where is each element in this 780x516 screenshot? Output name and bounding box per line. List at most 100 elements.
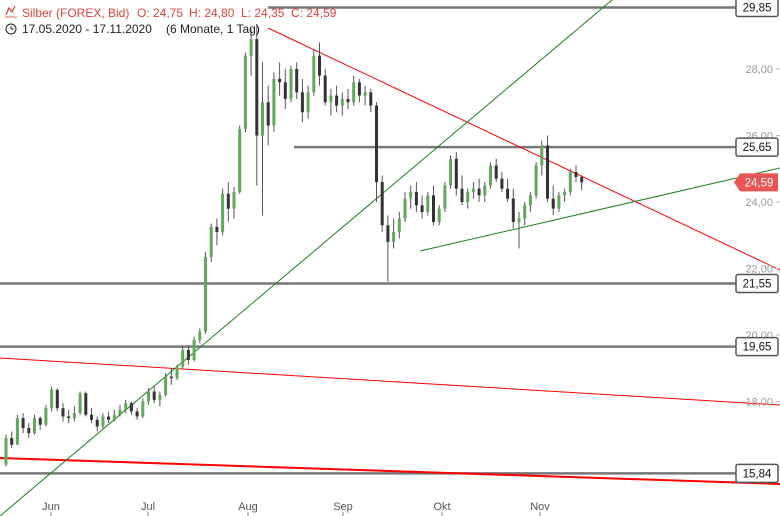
candle-body: [152, 391, 156, 400]
candle-body: [169, 376, 173, 379]
candle-body: [432, 195, 435, 222]
candle-body: [340, 98, 344, 106]
resistance-trendline: [267, 27, 780, 271]
horizontal-levels: [0, 6, 736, 475]
level-labels: 29,85 25,65 21,55 19,65 15,84 24,59: [734, 0, 779, 484]
candle-body: [375, 105, 378, 183]
candle-body: [181, 349, 185, 367]
candle-body: [135, 411, 139, 417]
support-trendline-steep: [0, 0, 613, 516]
candle-body: [175, 366, 179, 379]
candle-body: [563, 192, 567, 196]
x-tick-label: Aug: [238, 501, 258, 513]
candle-body: [352, 82, 356, 103]
candle-body: [357, 82, 361, 96]
candle-body: [112, 414, 116, 420]
candle-body: [283, 82, 287, 99]
candle-body: [289, 69, 293, 99]
candle-body: [323, 75, 327, 103]
candle-body: [380, 182, 384, 226]
x-tick-label: Okt: [433, 501, 450, 513]
period-interval: (6 Monate, 1 Tag): [166, 22, 260, 36]
y-tick-label: 24,00: [745, 197, 773, 209]
candle-body: [243, 55, 247, 129]
resistance-trendline-lower: [0, 457, 780, 485]
level-label-box: [735, 0, 779, 18]
candle-body: [90, 414, 93, 420]
candle-body: [460, 188, 464, 202]
candle-body: [506, 188, 510, 199]
chart-header: Silber (FOREX, Bid) O: 24,75 H: 24,80 L:…: [5, 5, 337, 36]
candle-body: [511, 198, 515, 222]
candle-body: [443, 185, 447, 209]
candle-body: [494, 165, 498, 179]
candle-body: [346, 98, 350, 103]
candle-body: [534, 165, 538, 196]
candlestick-series: [4, 24, 584, 467]
candle-body: [471, 188, 475, 193]
x-tick-label: Nov: [530, 501, 550, 513]
candle-body: [33, 418, 36, 434]
candle-body: [27, 428, 31, 434]
candle-body: [528, 195, 532, 206]
level-label: 25,65: [743, 142, 772, 154]
candle-body: [295, 69, 299, 93]
candle-body: [409, 192, 413, 199]
level-label: 29,85: [743, 2, 772, 14]
candle-body: [198, 331, 202, 340]
ohlc-open: O: 24,75: [137, 6, 183, 20]
level-label-box: [735, 336, 779, 357]
candle-body: [78, 393, 82, 414]
candle-body: [4, 438, 8, 465]
candle-body: [186, 349, 190, 360]
line-chart-icon: [5, 5, 17, 18]
candle-body: [238, 128, 242, 193]
candle-body: [392, 231, 396, 242]
ohlc-low: L: 24,35: [241, 6, 285, 20]
candle-body: [266, 102, 270, 126]
candle-body: [272, 78, 276, 126]
candle-body: [101, 416, 105, 427]
candle-body: [312, 55, 316, 93]
level-label: 21,55: [743, 278, 772, 290]
candle-body: [215, 226, 219, 232]
candle-body: [232, 192, 236, 209]
candle-body: [420, 205, 424, 212]
candle-body: [10, 438, 14, 445]
candle-body: [15, 418, 19, 445]
candle-body: [403, 198, 407, 219]
x-tick-label: Jun: [42, 501, 60, 513]
candle-body: [329, 95, 333, 103]
candle-body: [72, 413, 76, 419]
candle-body: [300, 92, 304, 113]
candle-body: [557, 195, 561, 209]
candle-body: [449, 158, 453, 186]
level-label-box: [735, 137, 779, 157]
candle-body: [55, 389, 59, 409]
period-range: 17.05.2020 - 17.11.2020: [22, 22, 152, 36]
candle-body: [67, 416, 71, 419]
candle-body: [38, 418, 42, 425]
x-tick-label: Sep: [333, 501, 353, 513]
candle-body: [335, 95, 339, 106]
ohlc-close: C: 24,59: [291, 6, 337, 20]
level-label: 15,84: [743, 468, 772, 480]
candle-body: [437, 208, 441, 222]
ohlc-high: H: 24,80: [189, 6, 235, 20]
candle-body: [551, 198, 555, 209]
candle-body: [84, 393, 88, 415]
candle-body: [50, 389, 54, 409]
candle-body: [61, 408, 65, 417]
candle-body: [95, 419, 99, 427]
current-price-label: 24,59: [745, 177, 774, 189]
candle-body: [540, 145, 544, 166]
instrument-title: Silber (FOREX, Bid): [22, 6, 129, 20]
candle-body: [397, 218, 401, 232]
candle-body: [221, 193, 225, 232]
candle-body: [568, 172, 572, 193]
y-tick-label: 28,00: [745, 64, 773, 76]
candle-body: [147, 391, 150, 402]
candle-body: [124, 403, 128, 410]
